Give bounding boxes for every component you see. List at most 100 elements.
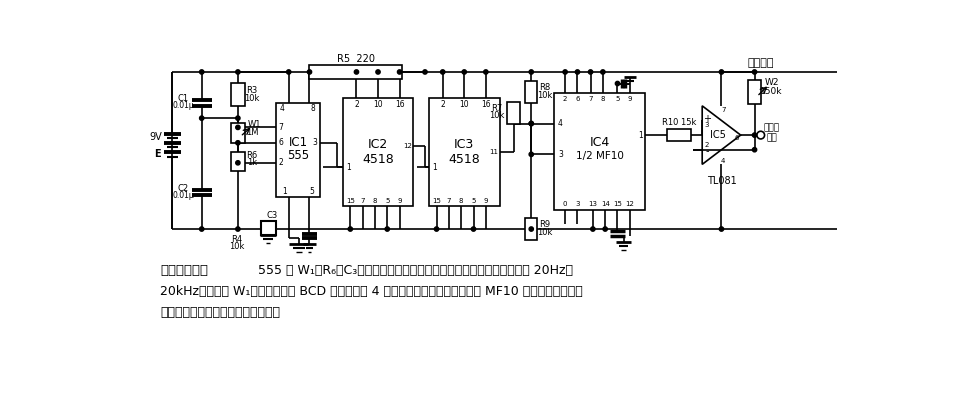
Text: 7: 7 <box>446 197 450 204</box>
Text: 1: 1 <box>432 163 437 172</box>
Text: 振幅控制: 振幅控制 <box>746 58 773 68</box>
Text: R7: R7 <box>490 104 502 113</box>
Text: 1: 1 <box>638 131 642 139</box>
Circle shape <box>462 70 466 74</box>
Circle shape <box>348 227 352 231</box>
Text: IC4: IC4 <box>589 136 610 149</box>
Text: 2: 2 <box>278 158 283 167</box>
Text: R9: R9 <box>539 220 550 229</box>
Circle shape <box>235 125 239 129</box>
Bar <box>507 102 519 123</box>
Text: 13: 13 <box>588 202 597 207</box>
Circle shape <box>354 70 359 74</box>
Circle shape <box>563 70 567 74</box>
Text: 7: 7 <box>720 107 725 113</box>
Circle shape <box>385 227 389 231</box>
Circle shape <box>235 227 239 231</box>
Circle shape <box>440 70 445 74</box>
Text: C1: C1 <box>178 94 189 103</box>
Circle shape <box>471 227 475 231</box>
Text: IC1: IC1 <box>288 136 307 149</box>
Text: 12: 12 <box>403 143 411 149</box>
Circle shape <box>529 121 532 126</box>
Text: 2: 2 <box>354 100 359 109</box>
Text: 12: 12 <box>624 202 634 207</box>
Text: 7: 7 <box>278 123 283 132</box>
Text: 7: 7 <box>360 197 364 204</box>
Bar <box>525 81 537 103</box>
Circle shape <box>235 116 239 120</box>
Circle shape <box>422 70 427 74</box>
Circle shape <box>751 70 756 74</box>
Text: 15: 15 <box>613 202 621 207</box>
Bar <box>428 98 499 206</box>
Text: R8: R8 <box>539 83 550 92</box>
Circle shape <box>199 227 203 231</box>
Text: 11: 11 <box>488 149 497 155</box>
Text: 4518: 4518 <box>361 153 394 166</box>
Text: 8: 8 <box>311 104 316 113</box>
Bar <box>231 83 244 106</box>
Circle shape <box>286 70 290 74</box>
Text: 2: 2 <box>703 142 708 148</box>
Text: 10k: 10k <box>537 228 552 236</box>
Text: 5: 5 <box>385 197 389 204</box>
Text: 8: 8 <box>600 96 605 102</box>
Bar <box>261 221 276 235</box>
Text: 6: 6 <box>278 138 283 147</box>
Circle shape <box>529 121 532 126</box>
Text: 2: 2 <box>563 96 567 102</box>
Text: 8: 8 <box>372 197 377 204</box>
Circle shape <box>751 133 756 137</box>
Text: 3: 3 <box>574 202 579 207</box>
Text: 正弦波: 正弦波 <box>763 123 779 132</box>
Text: 20kHz，可通过 W₁来调节。经双 BCD 加法计数器 4 级分频，送人开关电容滤波器 MF10 进行滤波，输出标: 20kHz，可通过 W₁来调节。经双 BCD 加法计数器 4 级分频，送人开关电… <box>160 285 582 298</box>
Text: R4: R4 <box>231 235 241 244</box>
Text: 5: 5 <box>615 96 619 102</box>
Bar <box>554 93 645 210</box>
Text: 6: 6 <box>574 96 579 102</box>
Bar <box>746 80 761 104</box>
Text: 1M: 1M <box>246 128 259 136</box>
Bar <box>276 103 319 197</box>
Text: C3: C3 <box>267 211 277 220</box>
Circle shape <box>235 161 239 165</box>
Text: 1/2 MF10: 1/2 MF10 <box>575 151 623 161</box>
Bar <box>309 65 402 79</box>
Text: E: E <box>153 149 160 159</box>
Text: R6: R6 <box>246 151 257 160</box>
Circle shape <box>235 141 239 145</box>
Text: 0.01μ: 0.01μ <box>172 191 193 200</box>
Text: 2: 2 <box>440 100 445 109</box>
Circle shape <box>529 152 532 157</box>
Bar <box>666 129 691 141</box>
Text: 6: 6 <box>734 135 739 141</box>
Text: 0: 0 <box>563 202 567 207</box>
Circle shape <box>307 70 312 74</box>
Bar <box>342 98 413 206</box>
Circle shape <box>603 227 607 231</box>
Text: 0.01μ: 0.01μ <box>172 101 193 110</box>
Text: 10: 10 <box>459 100 469 109</box>
Text: W2: W2 <box>763 78 778 87</box>
Text: 9: 9 <box>627 96 631 102</box>
Circle shape <box>434 227 439 231</box>
Text: 5: 5 <box>309 187 314 196</box>
Text: 16: 16 <box>481 100 490 109</box>
Circle shape <box>588 70 592 74</box>
Text: 4: 4 <box>720 158 725 163</box>
Text: 4518: 4518 <box>447 153 480 166</box>
Text: 正弦波发生器: 正弦波发生器 <box>160 265 208 278</box>
Bar <box>231 152 244 171</box>
Text: 150k: 150k <box>759 87 782 96</box>
Circle shape <box>529 70 532 74</box>
Circle shape <box>718 70 723 74</box>
Text: R5  220: R5 220 <box>336 54 374 64</box>
Circle shape <box>484 70 488 74</box>
Circle shape <box>574 70 579 74</box>
Circle shape <box>199 116 203 120</box>
Text: 9: 9 <box>397 197 402 204</box>
Text: 10k: 10k <box>488 111 504 121</box>
Text: 3: 3 <box>558 150 563 159</box>
Text: 3: 3 <box>312 138 317 147</box>
